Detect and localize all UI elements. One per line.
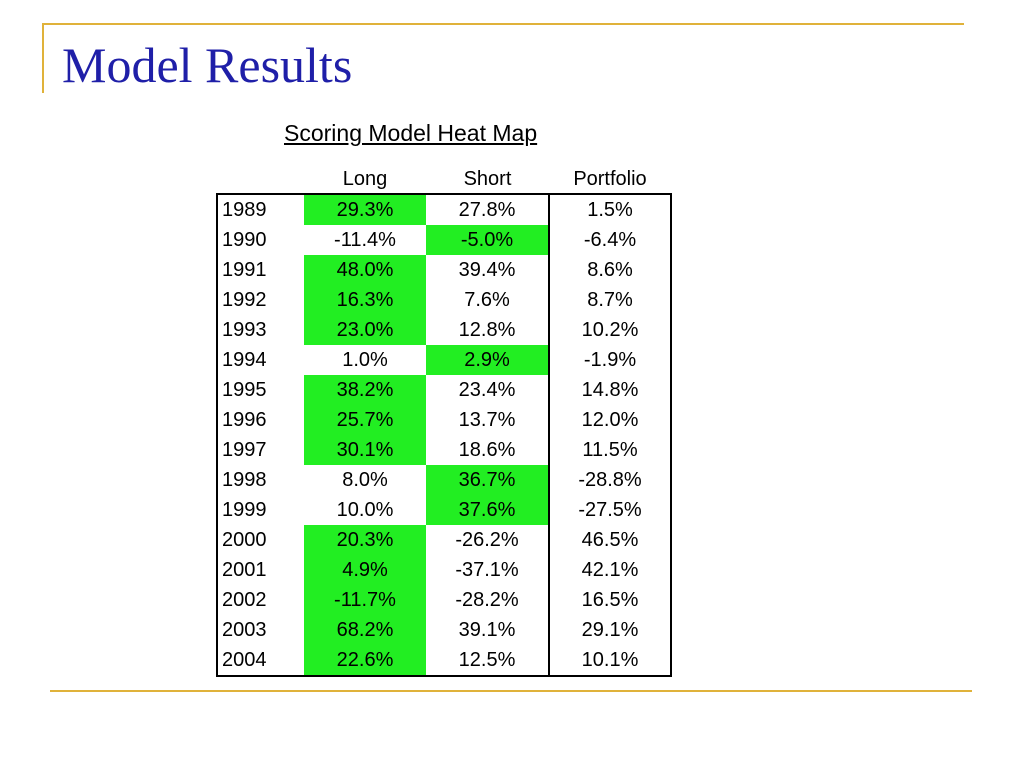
cell-short: 39.1% bbox=[458, 619, 516, 641]
cell-portfolio: 8.6% bbox=[548, 255, 672, 285]
header-short: Short bbox=[463, 168, 512, 190]
cell-long: 1.0% bbox=[342, 349, 388, 371]
table-row: 1997 30.1% 18.6% 11.5% bbox=[216, 435, 672, 465]
table-row: 2001 4.9% -37.1% 42.1% bbox=[216, 555, 672, 585]
table-row: 1991 48.0% 39.4% 8.6% bbox=[216, 255, 672, 285]
table-row: 2003 68.2% 39.1% 29.1% bbox=[216, 615, 672, 645]
cell-portfolio: 11.5% bbox=[548, 435, 672, 465]
cell-long: 68.2% bbox=[304, 615, 426, 645]
cell-portfolio: 42.1% bbox=[548, 555, 672, 585]
cell-year: 1989 bbox=[216, 193, 304, 225]
cell-year: 1998 bbox=[216, 465, 304, 495]
table-header-row: Long Short Portfolio bbox=[217, 165, 671, 194]
cell-short: 13.7% bbox=[458, 409, 516, 431]
cell-long: -11.7% bbox=[304, 585, 426, 615]
header-year bbox=[217, 165, 304, 194]
cell-year: 1992 bbox=[216, 285, 304, 315]
cell-long: 29.3% bbox=[304, 193, 426, 225]
table-row: 1999 10.0% 37.6% -27.5% bbox=[216, 495, 672, 525]
cell-year: 2003 bbox=[216, 615, 304, 645]
left-divider bbox=[42, 23, 44, 93]
cell-short: 18.6% bbox=[458, 439, 516, 461]
table-row: 1998 8.0% 36.7% -28.8% bbox=[216, 465, 672, 495]
table-row: 1996 25.7% 13.7% 12.0% bbox=[216, 405, 672, 435]
cell-long: 23.0% bbox=[304, 315, 426, 345]
cell-portfolio: 12.0% bbox=[548, 405, 672, 435]
cell-long: 25.7% bbox=[304, 405, 426, 435]
slide-title: Model Results bbox=[62, 37, 353, 93]
cell-portfolio: 1.5% bbox=[548, 193, 672, 225]
heat-map-table: Long Short Portfolio 1989 29.3% 27.8% 1.5% 1… bbox=[216, 165, 672, 677]
cell-short: 36.7% bbox=[426, 465, 549, 495]
cell-portfolio: 10.2% bbox=[548, 315, 672, 345]
table-row: 1989 29.3% 27.8% 1.5% bbox=[216, 193, 672, 225]
cell-portfolio: -6.4% bbox=[548, 225, 672, 255]
cell-short: -37.1% bbox=[455, 559, 519, 581]
cell-year: 1995 bbox=[216, 375, 304, 405]
bottom-divider bbox=[50, 690, 972, 692]
table-row: 2004 22.6% 12.5% 10.1% bbox=[216, 645, 672, 677]
table-row: 1994 1.0% 2.9% -1.9% bbox=[216, 345, 672, 375]
cell-short: 27.8% bbox=[426, 193, 549, 225]
cell-short: -26.2% bbox=[455, 529, 519, 551]
cell-portfolio: -27.5% bbox=[548, 495, 672, 525]
cell-short: 12.5% bbox=[426, 645, 549, 677]
cell-short: -28.2% bbox=[455, 589, 519, 611]
cell-long: 8.0% bbox=[342, 469, 388, 491]
table-row: 2002 -11.7% -28.2% 16.5% bbox=[216, 585, 672, 615]
cell-portfolio: 14.8% bbox=[548, 375, 672, 405]
cell-portfolio: -1.9% bbox=[548, 345, 672, 375]
cell-short: 7.6% bbox=[464, 289, 510, 311]
cell-portfolio: 16.5% bbox=[548, 585, 672, 615]
table-row: 1993 23.0% 12.8% 10.2% bbox=[216, 315, 672, 345]
header-portfolio: Portfolio bbox=[573, 168, 647, 190]
cell-short: 12.8% bbox=[458, 319, 516, 341]
cell-long: 22.6% bbox=[304, 645, 426, 677]
cell-short: 23.4% bbox=[458, 379, 516, 401]
cell-year: 1999 bbox=[216, 495, 304, 525]
cell-short: 37.6% bbox=[426, 495, 549, 525]
cell-long: 20.3% bbox=[304, 525, 426, 555]
cell-short: 39.4% bbox=[458, 259, 516, 281]
cell-year: 2000 bbox=[216, 525, 304, 555]
cell-portfolio: -28.8% bbox=[548, 465, 672, 495]
top-divider bbox=[42, 23, 964, 25]
table-title: Scoring Model Heat Map bbox=[284, 120, 538, 146]
cell-year: 1996 bbox=[216, 405, 304, 435]
cell-year: 1993 bbox=[216, 315, 304, 345]
cell-year: 1991 bbox=[216, 255, 304, 285]
cell-short: -5.0% bbox=[426, 225, 549, 255]
cell-portfolio: 29.1% bbox=[548, 615, 672, 645]
cell-portfolio: 8.7% bbox=[548, 285, 672, 315]
cell-long: -11.4% bbox=[334, 229, 396, 251]
cell-year: 2001 bbox=[216, 555, 304, 585]
table-row: 1995 38.2% 23.4% 14.8% bbox=[216, 375, 672, 405]
cell-long: 4.9% bbox=[304, 555, 426, 585]
header-long: Long bbox=[342, 168, 388, 190]
cell-portfolio: 46.5% bbox=[548, 525, 672, 555]
cell-short: 2.9% bbox=[426, 345, 549, 375]
table-row: 1990 -11.4% -5.0% -6.4% bbox=[216, 225, 672, 255]
cell-portfolio: 10.1% bbox=[548, 645, 672, 677]
cell-year: 1997 bbox=[216, 435, 304, 465]
cell-long: 10.0% bbox=[336, 499, 394, 521]
table-row: 1992 16.3% 7.6% 8.7% bbox=[216, 285, 672, 315]
table-row: 2000 20.3% -26.2% 46.5% bbox=[216, 525, 672, 555]
cell-long: 16.3% bbox=[304, 285, 426, 315]
cell-year: 2002 bbox=[216, 585, 304, 615]
cell-long: 48.0% bbox=[304, 255, 426, 285]
cell-year: 1990 bbox=[216, 225, 304, 255]
cell-long: 30.1% bbox=[304, 435, 426, 465]
cell-year: 1994 bbox=[216, 345, 304, 375]
cell-year: 2004 bbox=[216, 645, 304, 677]
cell-long: 38.2% bbox=[304, 375, 426, 405]
table-body: 1989 29.3% 27.8% 1.5% 1990 -11.4% -5.0% -6.4% 19… bbox=[216, 193, 672, 677]
